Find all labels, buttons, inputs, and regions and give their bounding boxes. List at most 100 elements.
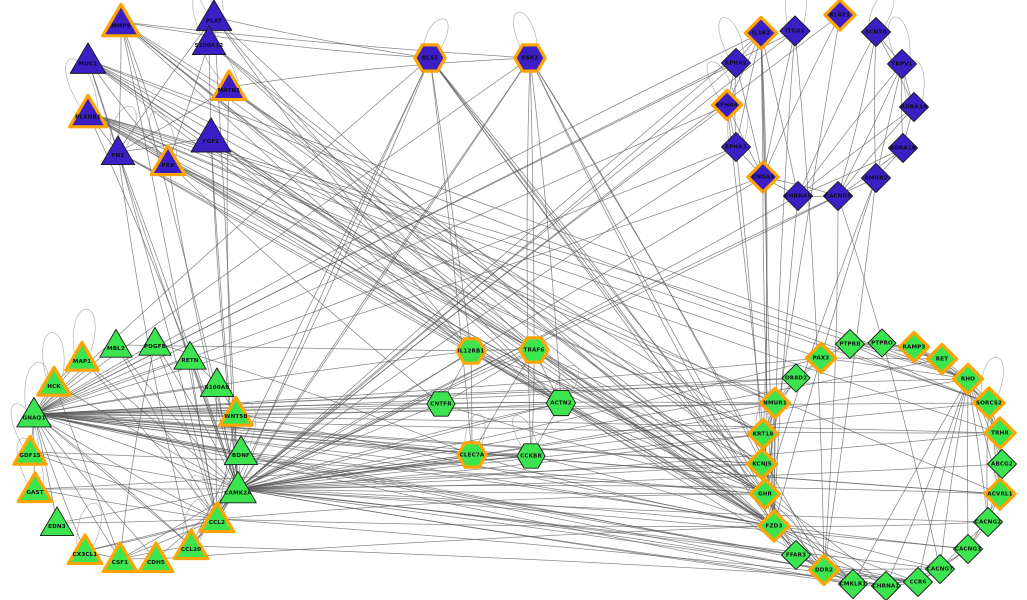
graph-node[interactable]: TRHR (983, 416, 1017, 450)
node-diamond-shape[interactable] (720, 131, 752, 163)
graph-node[interactable]: CACNG3 (952, 533, 984, 565)
node-hexagon-shape[interactable] (518, 336, 550, 364)
node-diamond-shape[interactable] (779, 15, 811, 47)
node-diamond-shape[interactable] (782, 180, 814, 212)
graph-node[interactable]: EPHA3 (720, 131, 752, 163)
node-diamond-shape[interactable] (710, 88, 744, 122)
graph-node[interactable]: GAST (16, 471, 54, 504)
node-diamond-shape[interactable] (924, 553, 956, 585)
node-diamond-shape[interactable] (748, 477, 782, 511)
node-triangle-shape[interactable] (69, 42, 107, 74)
graph-node[interactable]: ESR2 (513, 43, 547, 73)
graph-node[interactable]: SCN3B (860, 16, 892, 48)
node-diamond-shape[interactable] (972, 386, 1006, 420)
node-diamond-shape[interactable] (952, 533, 984, 565)
node-triangle-shape[interactable] (64, 340, 100, 372)
graph-node[interactable]: TRAF6 (518, 336, 550, 364)
node-diamond-shape[interactable] (743, 15, 779, 51)
node-diamond-shape[interactable] (860, 16, 892, 48)
node-triangle-shape[interactable] (138, 326, 172, 356)
node-triangle-shape[interactable] (16, 396, 52, 428)
node-triangle-shape[interactable] (39, 506, 75, 537)
node-diamond-shape[interactable] (758, 386, 792, 420)
node-triangle-shape[interactable] (191, 25, 227, 56)
node-triangle-shape[interactable] (195, 0, 233, 31)
graph-node[interactable]: CHRNA5 (782, 180, 814, 212)
node-triangle-shape[interactable] (100, 135, 136, 166)
node-diamond-shape[interactable] (867, 328, 897, 358)
node-diamond-shape[interactable] (720, 47, 752, 79)
graph-node[interactable]: KLRF1 (823, 0, 857, 32)
graph-node[interactable]: CSF1 (101, 541, 139, 574)
node-diamond-shape[interactable] (746, 160, 780, 194)
node-diamond-shape[interactable] (897, 330, 931, 364)
graph-node[interactable]: ADRA1B (887, 132, 919, 164)
node-hexagon-shape[interactable] (426, 391, 456, 417)
graph-node[interactable]: PLAT (195, 0, 233, 31)
graph-node[interactable]: AMHR2 (860, 162, 892, 194)
node-triangle-shape[interactable] (101, 2, 141, 38)
node-diamond-shape[interactable] (986, 448, 1018, 480)
node-triangle-shape[interactable] (16, 471, 54, 504)
node-triangle-shape[interactable] (199, 367, 235, 398)
node-triangle-shape[interactable] (172, 528, 210, 561)
node-triangle-shape[interactable] (198, 501, 236, 534)
graph-node[interactable]: PTPRB (834, 328, 866, 360)
node-triangle-shape[interactable] (36, 365, 72, 397)
node-triangle-shape[interactable] (218, 395, 254, 427)
graph-node[interactable]: ACVRL1 (983, 477, 1017, 511)
node-diamond-shape[interactable] (745, 447, 779, 481)
node-diamond-shape[interactable] (823, 0, 857, 32)
node-hexagon-shape[interactable] (545, 389, 577, 417)
node-diamond-shape[interactable] (925, 342, 959, 376)
graph-node[interactable]: MBL2 (99, 328, 133, 358)
node-diamond-shape[interactable] (902, 566, 934, 598)
node-triangle-shape[interactable] (223, 435, 259, 466)
node-diamond-shape[interactable] (886, 48, 918, 80)
node-hexagon-shape[interactable] (456, 441, 488, 469)
node-diamond-shape[interactable] (983, 416, 1017, 450)
graph-node[interactable]: ITGA5 (779, 15, 811, 47)
node-diamond-shape[interactable] (972, 506, 1004, 538)
graph-node[interactable]: WNT5B (218, 395, 254, 427)
node-diamond-shape[interactable] (822, 180, 854, 212)
node-diamond-shape[interactable] (887, 132, 919, 164)
graph-node[interactable]: PDGFB (138, 326, 172, 356)
node-triangle-shape[interactable] (137, 541, 175, 574)
node-diamond-shape[interactable] (870, 570, 902, 600)
node-triangle-shape[interactable] (173, 340, 207, 370)
graph-node[interactable]: RAMP3 (897, 330, 931, 364)
graph-node[interactable]: CNGA3 (746, 160, 780, 194)
node-triangle-shape[interactable] (99, 328, 133, 358)
node-diamond-shape[interactable] (780, 539, 812, 571)
node-diamond-shape[interactable] (860, 162, 892, 194)
node-diamond-shape[interactable] (983, 477, 1017, 511)
node-diamond-shape[interactable] (837, 568, 869, 600)
node-diamond-shape[interactable] (757, 509, 791, 543)
node-triangle-shape[interactable] (219, 470, 257, 504)
node-triangle-shape[interactable] (12, 434, 48, 466)
node-triangle-shape[interactable] (68, 93, 108, 129)
graph-node[interactable]: MUC1 (69, 42, 107, 74)
graph-node[interactable]: PTPRO (867, 328, 897, 358)
node-diamond-shape[interactable] (951, 362, 985, 396)
node-triangle-shape[interactable] (101, 541, 139, 574)
node-hexagon-shape[interactable] (455, 337, 487, 365)
graph-node[interactable]: RHO (951, 362, 985, 396)
node-diamond-shape[interactable] (804, 341, 838, 375)
node-triangle-shape[interactable] (149, 144, 187, 177)
graph-node[interactable]: CLEC7A (456, 441, 488, 469)
graph-node[interactable]: IL1R2 (743, 15, 779, 51)
node-triangle-shape[interactable] (66, 533, 104, 566)
node-diamond-shape[interactable] (834, 328, 866, 360)
node-triangle-shape[interactable] (210, 69, 248, 102)
graph-node[interactable]: RETN (173, 340, 207, 370)
node-hexagon-shape[interactable] (513, 43, 547, 73)
node-layer[interactable]: MMP9PLATS100A12MUC1MATN1PLXNB1FGF2FN1PRX… (12, 0, 1018, 600)
node-diamond-shape[interactable] (781, 363, 811, 393)
graph-node[interactable]: CACNG5 (822, 180, 854, 212)
graph-node[interactable]: IL12RB1 (455, 337, 487, 365)
graph-node[interactable]: CDH5 (137, 541, 175, 574)
